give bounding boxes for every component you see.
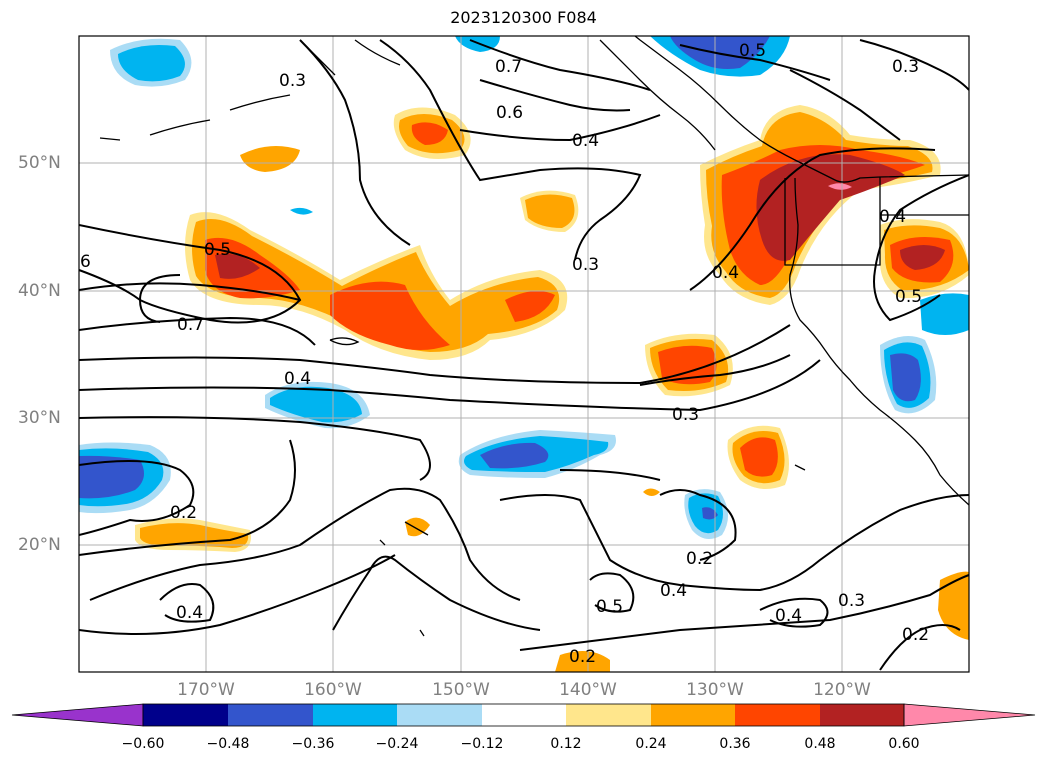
map-gridlines (79, 36, 969, 672)
lon-label-120w: 120°W (813, 680, 871, 700)
contour-lines (79, 39, 969, 671)
colorbar-segment (651, 704, 735, 726)
contour-label: 0.4 (775, 606, 802, 626)
contour-label: 0.3 (892, 57, 919, 77)
contour-label: 0.7 (177, 315, 204, 335)
contour-label: 0.4 (660, 581, 687, 601)
lon-label-170w: 170°W (177, 680, 235, 700)
contour-label: 0.4 (712, 263, 739, 283)
colorbar-segment (143, 704, 228, 726)
contour-label: 0.5 (204, 240, 231, 260)
contour-label: 0.5 (895, 287, 922, 307)
contour-label: 0.5 (596, 597, 623, 617)
lat-label-40n: 40°N (18, 281, 61, 301)
colorbar (11, 703, 1036, 727)
lat-label-50n: 50°N (18, 153, 61, 173)
positive-anomaly-us-northwest (700, 105, 969, 305)
map-title: 2023120300 F084 (450, 8, 597, 27)
contour-label: 0.5 (739, 41, 766, 61)
colorbar-segment (397, 704, 482, 726)
contour-labels: 0.3 0.7 0.6 0.4 0.3 0.5 6 0.7 0.3 0.4 0.… (80, 41, 929, 667)
colorbar-segment (482, 704, 566, 726)
colorbar-tick-label: 0.48 (804, 736, 836, 752)
colorbar-segment (820, 704, 904, 726)
colorbar-high-extension (903, 703, 1036, 727)
contour-label: 6 (80, 252, 91, 272)
lon-label-140w: 140°W (559, 680, 617, 700)
coastlines (99, 36, 969, 637)
contour-label: 0.2 (569, 647, 596, 667)
colorbar-tick-label: 0.60 (888, 736, 920, 752)
lat-label-20n: 20°N (18, 535, 61, 555)
positive-anomaly-north-central (240, 107, 579, 232)
contour-label: 0.3 (838, 591, 865, 611)
positive-anomaly-west-pacific (185, 212, 568, 360)
colorbar-segment (313, 704, 397, 726)
negative-anomaly-regions (79, 36, 969, 539)
colorbar-tick-label: −0.36 (291, 736, 335, 752)
colorbar-segment (228, 704, 313, 726)
lat-label-30n: 30°N (18, 408, 61, 428)
contour-label: 0.4 (572, 131, 599, 151)
contour-label: 0.2 (902, 625, 929, 645)
colorbar-tick-label: −0.48 (206, 736, 250, 752)
contour-label: 0.2 (170, 503, 197, 523)
colorbar-segment (735, 704, 820, 726)
colorbar-tick-label: 0.36 (719, 736, 751, 752)
contour-label: 0.4 (176, 603, 203, 623)
contour-label: 0.4 (879, 207, 906, 227)
colorbar-tick-label: 0.24 (635, 736, 667, 752)
lon-label-150w: 150°W (432, 680, 490, 700)
map-frame-border (78, 35, 970, 673)
contour-label: 0.3 (572, 255, 599, 275)
contour-label: 0.6 (496, 103, 523, 123)
lon-label-160w: 160°W (304, 680, 362, 700)
colorbar-tick-label: −0.12 (460, 736, 504, 752)
contour-label: 0.3 (279, 71, 306, 91)
contour-label: 0.3 (672, 405, 699, 425)
colorbar-tick-label: −0.24 (375, 736, 419, 752)
colorbar-segment (566, 704, 651, 726)
contour-label: 0.4 (284, 369, 311, 389)
lon-label-130w: 130°W (686, 680, 744, 700)
colorbar-border (142, 703, 905, 727)
colorbar-tick-label: 0.12 (550, 736, 582, 752)
colorbar-tick-label: −0.60 (121, 736, 165, 752)
contour-label: 0.7 (495, 57, 522, 77)
contour-label: 0.2 (686, 549, 713, 569)
colorbar-low-extension (11, 703, 144, 727)
